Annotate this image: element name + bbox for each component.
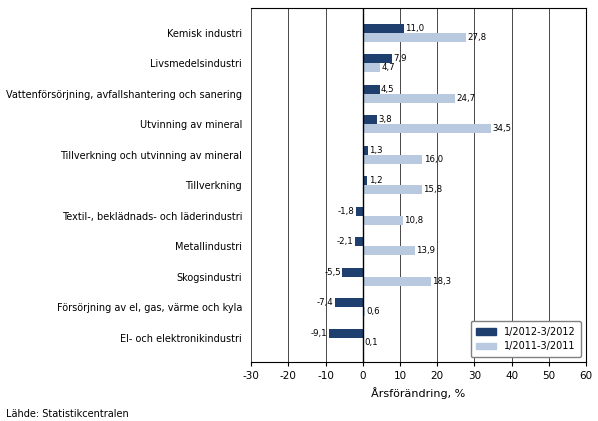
Bar (363, 33, 466, 42)
Text: 4,7: 4,7 (382, 64, 395, 72)
Legend: 1/2012-3/2012, 1/2011-3/2011: 1/2012-3/2012, 1/2011-3/2011 (471, 321, 581, 357)
Bar (342, 268, 363, 277)
Text: -2,1: -2,1 (337, 237, 353, 246)
Text: 10,8: 10,8 (404, 216, 423, 225)
Text: 0,1: 0,1 (365, 338, 379, 347)
Text: 0,6: 0,6 (367, 307, 380, 316)
Bar (363, 115, 377, 124)
Bar (363, 155, 422, 164)
Text: 18,3: 18,3 (432, 277, 451, 286)
Text: -5,5: -5,5 (324, 268, 341, 277)
Text: Lähde: Statistikcentralen: Lähde: Statistikcentralen (6, 409, 129, 419)
Text: -7,4: -7,4 (317, 298, 334, 307)
Bar (329, 328, 363, 338)
Text: 7,9: 7,9 (393, 54, 407, 63)
Text: 1,2: 1,2 (369, 176, 382, 185)
Bar (363, 85, 380, 94)
Bar (335, 298, 363, 307)
Bar (363, 185, 422, 195)
Text: 34,5: 34,5 (493, 124, 512, 133)
Text: 4,5: 4,5 (381, 85, 395, 94)
Text: 27,8: 27,8 (468, 33, 487, 42)
Text: 1,3: 1,3 (369, 146, 383, 155)
Bar (363, 63, 380, 72)
Text: -9,1: -9,1 (311, 329, 328, 338)
Text: 3,8: 3,8 (379, 115, 392, 124)
Text: 11,0: 11,0 (405, 24, 425, 33)
Bar (363, 54, 392, 63)
Bar (363, 124, 491, 133)
Text: 15,8: 15,8 (423, 185, 442, 195)
Bar (356, 207, 363, 216)
Bar (363, 277, 431, 286)
X-axis label: Årsförändring, %: Årsförändring, % (371, 386, 466, 399)
Text: 13,9: 13,9 (416, 246, 435, 255)
Bar (363, 246, 414, 256)
Bar (363, 176, 367, 185)
Text: 16,0: 16,0 (424, 155, 443, 164)
Text: 24,7: 24,7 (456, 94, 475, 103)
Bar (363, 146, 368, 155)
Bar (355, 237, 363, 246)
Bar (363, 307, 365, 316)
Bar (363, 216, 403, 225)
Bar (363, 24, 404, 33)
Bar (363, 94, 454, 103)
Text: -1,8: -1,8 (338, 207, 355, 216)
